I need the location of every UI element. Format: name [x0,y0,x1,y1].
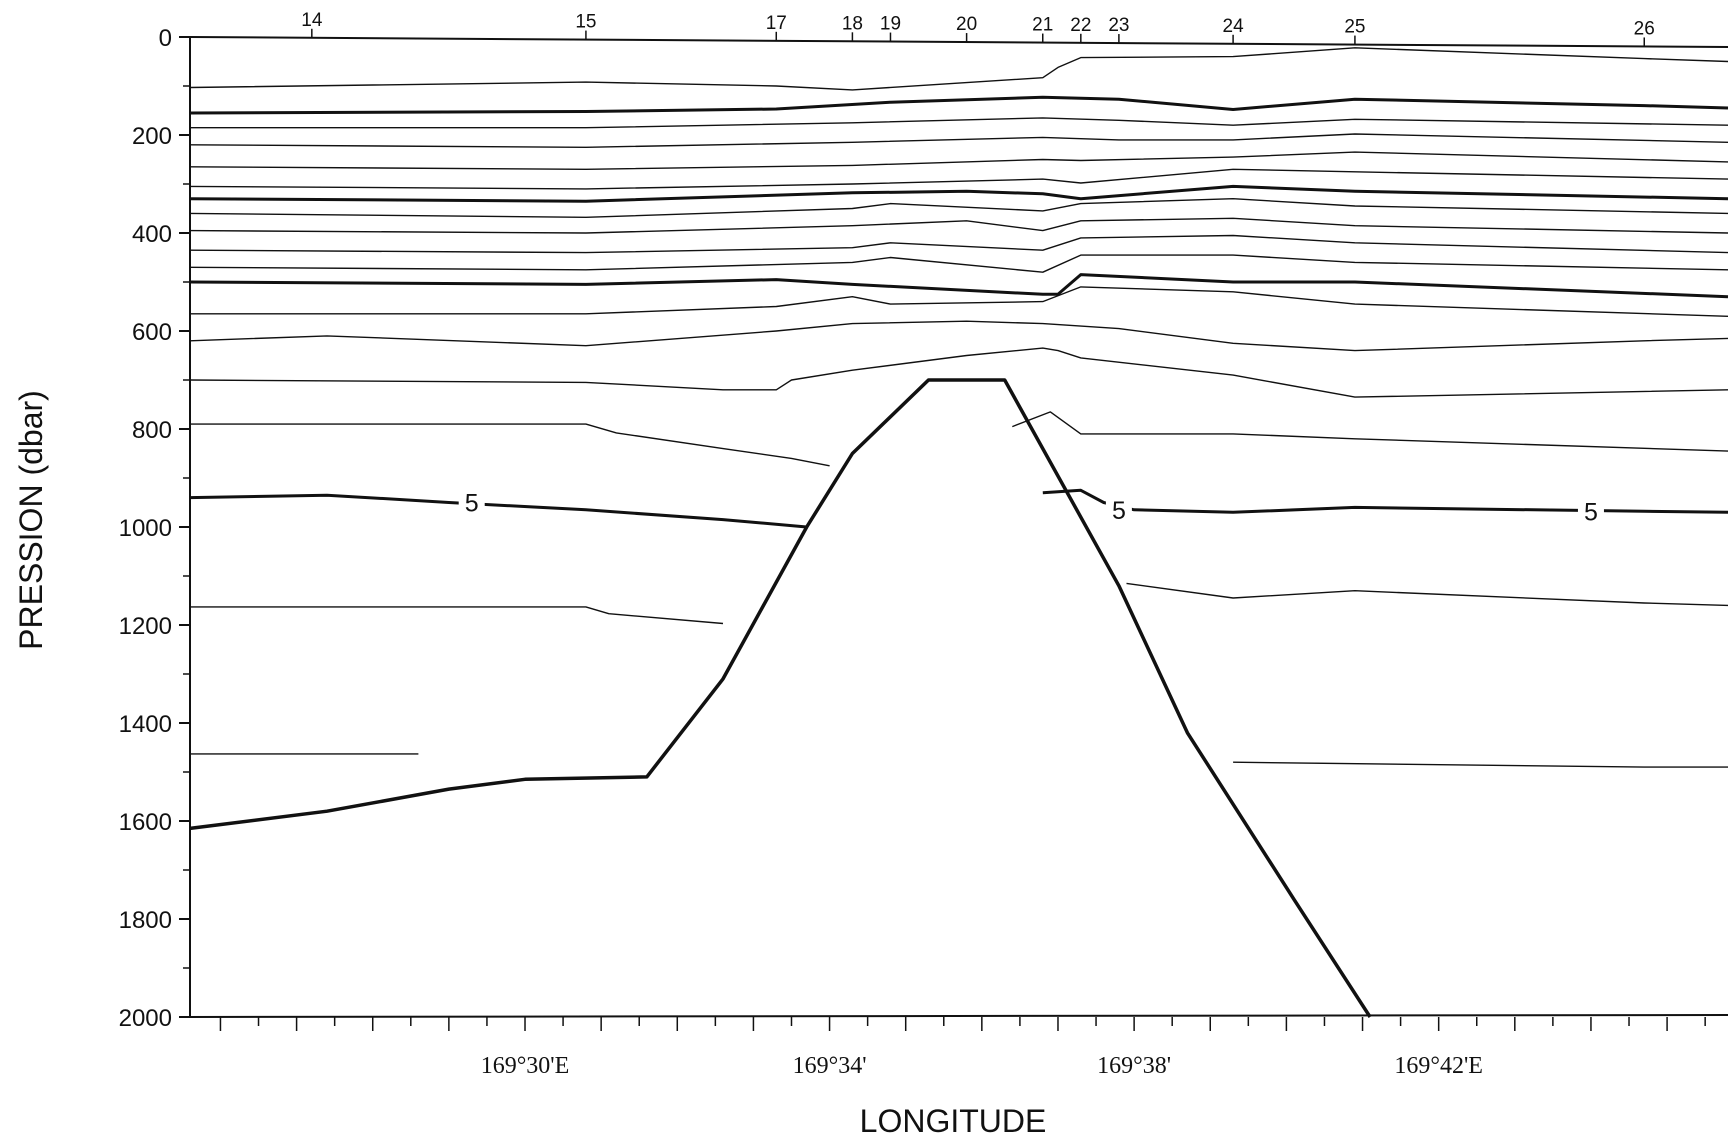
bathymetry-layer [189,378,1372,1018]
y-tick-label: 1800 [119,907,172,934]
x-axis-line [186,1014,1729,1018]
contour-line [189,151,1729,171]
contour-value-label: 5 [465,490,479,518]
top-axis-line [189,36,1729,48]
station-label: 19 [880,14,901,35]
contour-line [189,254,1729,273]
x-tick-label: 169°30'E [481,1053,570,1079]
contour-line-bold [189,273,1729,299]
station-label: 25 [1344,17,1365,38]
contour-line [189,133,1729,149]
station-label: 17 [766,13,787,34]
contour-layer [189,47,1729,768]
y-tick-label: 1400 [119,711,172,738]
contour-line [189,347,1729,398]
contour-label-background [1577,495,1604,526]
contour-line [189,320,1729,352]
contour-line [1233,761,1728,768]
y-tick-label: 400 [132,221,172,248]
contour-label-background [458,486,485,517]
y-tick-label: 1000 [119,515,172,542]
contour-line [1126,582,1729,607]
x-tick-label: 169°42'E [1394,1053,1483,1079]
y-tick-label: 2000 [119,1005,172,1032]
y-tick-label: 200 [132,123,172,150]
contour-line [190,286,1729,317]
station-label: 14 [301,10,323,31]
y-axis-title: PRESSION (dbar) [13,390,49,650]
contour-line [190,606,724,625]
contour-line-bold [189,493,807,529]
station-label: 20 [956,14,977,35]
contour-line [189,234,1729,254]
contour-value-label: 5 [1112,497,1126,525]
contour-line-bold [1042,488,1729,514]
station-label: 22 [1070,15,1091,36]
contour-line [189,217,1729,234]
bathymetry-profile-line [189,378,1372,1018]
contour-line-bold [189,95,1729,115]
contour-line-bold [189,184,1729,203]
y-tick-label: 600 [132,319,172,346]
contour-line [189,168,1729,190]
contour-line [189,197,1729,219]
x-tick-label: 169°38' [1097,1053,1171,1079]
y-tick-label: 800 [132,417,172,444]
axes-layer [179,28,1729,1031]
station-label: 21 [1032,15,1053,36]
y-tick-label: 1200 [119,613,172,640]
contour-label-background [1105,493,1132,524]
x-tick-label: 169°34' [793,1053,867,1079]
contour-line [1012,411,1729,452]
station-label: 15 [575,12,596,33]
label-layer: 0 200 400 600 800 1000 1200 1400 1600 1800 2000 169… [119,10,1655,1079]
station-label: 24 [1223,16,1245,37]
station-label: 18 [842,13,863,34]
station-label: 23 [1108,15,1129,36]
contour-line [190,117,1729,129]
y-tick-label: 1600 [119,809,172,836]
y-tick-label: 0 [159,25,172,52]
contour-line [189,47,1729,91]
contour-value-label: 5 [1584,498,1598,526]
x-axis-title: LONGITUDE [860,1103,1047,1139]
station-label: 26 [1634,18,1655,39]
contour-line [190,423,830,467]
